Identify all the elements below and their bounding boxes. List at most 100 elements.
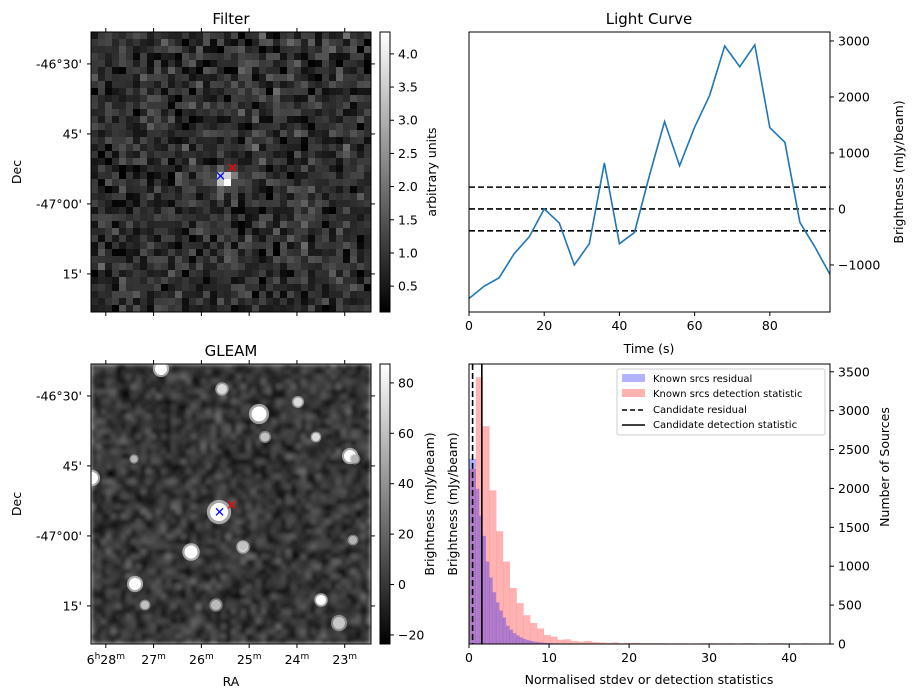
image-pixel bbox=[361, 504, 366, 509]
image-pixel bbox=[276, 614, 281, 619]
image-pixel bbox=[131, 534, 136, 539]
image-pixel bbox=[238, 200, 246, 208]
image-pixel bbox=[91, 158, 99, 166]
image-pixel bbox=[151, 494, 156, 499]
image-pixel bbox=[341, 374, 346, 379]
image-pixel bbox=[136, 424, 141, 429]
image-pixel bbox=[321, 439, 326, 444]
image-pixel bbox=[351, 409, 356, 414]
image-pixel bbox=[191, 394, 196, 399]
image-pixel bbox=[126, 404, 131, 409]
image-pixel bbox=[147, 53, 155, 61]
image-pixel bbox=[176, 599, 181, 604]
image-pixel bbox=[154, 158, 162, 166]
image-pixel bbox=[176, 374, 181, 379]
image-pixel bbox=[121, 369, 126, 374]
image-pixel bbox=[91, 137, 99, 145]
image-pixel bbox=[322, 102, 330, 110]
image-pixel bbox=[343, 151, 351, 159]
radio-source bbox=[91, 472, 98, 484]
image-pixel bbox=[196, 509, 201, 514]
image-pixel bbox=[241, 449, 246, 454]
image-pixel bbox=[196, 444, 201, 449]
image-pixel bbox=[166, 594, 171, 599]
image-pixel bbox=[308, 53, 316, 61]
image-pixel bbox=[211, 439, 216, 444]
image-pixel bbox=[266, 624, 271, 629]
image-pixel bbox=[116, 514, 121, 519]
image-pixel bbox=[131, 444, 136, 449]
image-pixel bbox=[266, 444, 271, 449]
image-pixel bbox=[161, 214, 169, 222]
image-pixel bbox=[241, 409, 246, 414]
image-pixel bbox=[273, 179, 281, 187]
image-pixel bbox=[221, 544, 226, 549]
image-pixel bbox=[166, 379, 171, 384]
image-pixel bbox=[256, 489, 261, 494]
image-pixel bbox=[96, 534, 101, 539]
image-pixel bbox=[366, 409, 371, 414]
image-pixel bbox=[206, 434, 211, 439]
image-pixel bbox=[131, 399, 136, 404]
image-pixel bbox=[211, 419, 216, 424]
image-pixel bbox=[322, 95, 330, 103]
image-pixel bbox=[217, 242, 225, 250]
image-pixel bbox=[151, 374, 156, 379]
image-pixel bbox=[136, 574, 141, 579]
image-pixel bbox=[206, 439, 211, 444]
image-pixel bbox=[306, 629, 311, 634]
image-pixel bbox=[182, 193, 190, 201]
image-pixel bbox=[126, 459, 131, 464]
image-pixel bbox=[216, 369, 221, 374]
image-pixel bbox=[126, 599, 131, 604]
image-pixel bbox=[315, 270, 323, 278]
image-pixel bbox=[131, 514, 136, 519]
image-pixel bbox=[154, 221, 162, 229]
image-pixel bbox=[281, 379, 286, 384]
image-pixel bbox=[266, 277, 274, 285]
image-pixel bbox=[231, 263, 239, 271]
image-pixel bbox=[322, 291, 330, 299]
image-pixel bbox=[91, 53, 99, 61]
image-pixel bbox=[196, 263, 204, 271]
image-pixel bbox=[294, 270, 302, 278]
image-pixel bbox=[140, 214, 148, 222]
image-pixel bbox=[291, 384, 296, 389]
image-pixel bbox=[276, 374, 281, 379]
image-pixel bbox=[256, 579, 261, 584]
image-pixel bbox=[161, 489, 166, 494]
image-pixel bbox=[119, 67, 127, 75]
image-pixel bbox=[182, 81, 190, 89]
image-pixel bbox=[266, 629, 271, 634]
image-pixel bbox=[119, 249, 127, 257]
image-pixel bbox=[161, 32, 169, 40]
colorbar-tick-label: 4.0 bbox=[398, 46, 418, 61]
image-pixel bbox=[231, 559, 236, 564]
image-pixel bbox=[321, 484, 326, 489]
image-pixel bbox=[286, 479, 291, 484]
image-pixel bbox=[351, 574, 356, 579]
image-pixel bbox=[106, 634, 111, 639]
image-pixel bbox=[203, 88, 211, 96]
image-pixel bbox=[231, 459, 236, 464]
image-pixel bbox=[322, 137, 330, 145]
image-pixel bbox=[351, 494, 356, 499]
image-pixel bbox=[140, 81, 148, 89]
image-pixel bbox=[171, 594, 176, 599]
image-pixel bbox=[256, 614, 261, 619]
image-pixel bbox=[315, 151, 323, 159]
image-pixel bbox=[140, 60, 148, 68]
image-pixel bbox=[146, 514, 151, 519]
image-pixel bbox=[336, 579, 341, 584]
image-pixel bbox=[321, 499, 326, 504]
image-pixel bbox=[266, 634, 271, 639]
image-pixel bbox=[259, 81, 267, 89]
image-pixel bbox=[301, 404, 306, 409]
image-pixel bbox=[96, 409, 101, 414]
image-pixel bbox=[308, 179, 316, 187]
image-pixel bbox=[161, 569, 166, 574]
image-pixel bbox=[203, 291, 211, 299]
image-pixel bbox=[296, 439, 301, 444]
image-pixel bbox=[211, 374, 216, 379]
image-pixel bbox=[101, 544, 106, 549]
